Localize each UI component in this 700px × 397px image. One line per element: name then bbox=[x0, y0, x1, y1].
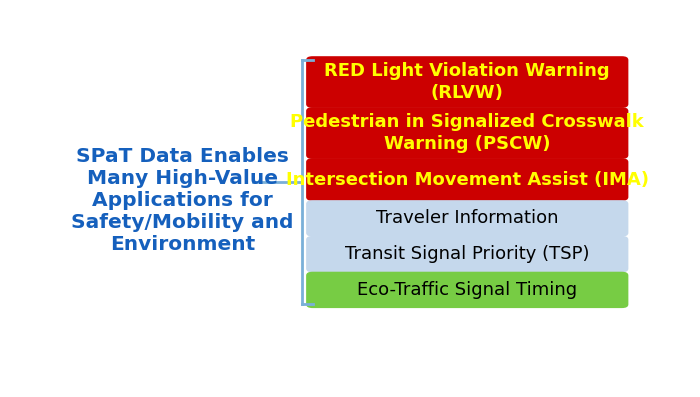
FancyBboxPatch shape bbox=[306, 272, 629, 308]
Text: SPaT Data Enables
Many High-Value
Applications for
Safety/Mobility and
Environme: SPaT Data Enables Many High-Value Applic… bbox=[71, 147, 294, 254]
FancyBboxPatch shape bbox=[306, 56, 629, 108]
FancyBboxPatch shape bbox=[306, 236, 629, 272]
Text: Eco-Traffic Signal Timing: Eco-Traffic Signal Timing bbox=[357, 281, 578, 299]
Text: RED Light Violation Warning
(RLVW): RED Light Violation Warning (RLVW) bbox=[324, 62, 610, 102]
Text: Intersection Movement Assist (IMA): Intersection Movement Assist (IMA) bbox=[286, 171, 649, 189]
Text: Transit Signal Priority (TSP): Transit Signal Priority (TSP) bbox=[345, 245, 589, 263]
FancyBboxPatch shape bbox=[306, 107, 629, 159]
Text: Traveler Information: Traveler Information bbox=[376, 209, 559, 227]
FancyBboxPatch shape bbox=[306, 158, 629, 201]
FancyBboxPatch shape bbox=[306, 200, 629, 237]
Text: Pedestrian in Signalized Crosswalk
Warning (PSCW): Pedestrian in Signalized Crosswalk Warni… bbox=[290, 113, 644, 153]
